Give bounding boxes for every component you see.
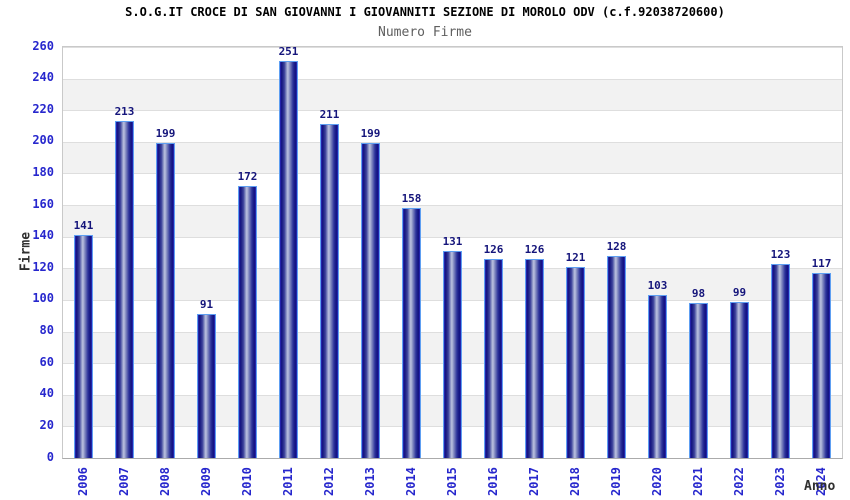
y-tick-label: 260 — [32, 38, 54, 53]
bar-value-label: 141 — [73, 219, 94, 233]
y-tick-label: 80 — [39, 323, 54, 338]
grid-band — [63, 110, 842, 142]
bar-value-label: 99 — [732, 285, 747, 299]
chart-title: S.O.G.IT CROCE DI SAN GIOVANNI I GIOVANN… — [125, 5, 725, 19]
bar — [730, 301, 749, 458]
y-tick-label: 240 — [32, 70, 54, 85]
bar-value-label: 251 — [278, 45, 299, 59]
y-tick-label: 100 — [32, 291, 54, 306]
x-tick-label: 2008 — [157, 467, 172, 496]
y-tick-label: 20 — [39, 417, 54, 432]
bar — [238, 186, 257, 458]
bar-value-label: 126 — [483, 242, 504, 256]
bar — [443, 250, 462, 458]
y-tick-label: 180 — [32, 164, 54, 179]
bar — [771, 263, 790, 458]
bar — [156, 143, 175, 458]
bar-value-label: 117 — [811, 257, 832, 271]
bar — [525, 258, 544, 458]
bar — [402, 208, 421, 458]
y-tick-label: 120 — [32, 259, 54, 274]
y-tick-label: 140 — [32, 228, 54, 243]
x-tick-label: 2010 — [239, 467, 254, 496]
bar — [197, 314, 216, 458]
x-tick-label: 2019 — [608, 467, 623, 496]
y-tick-label: 200 — [32, 133, 54, 148]
bar-value-label: 199 — [360, 127, 381, 141]
x-tick-label: 2016 — [485, 467, 500, 496]
y-tick-label: 40 — [39, 386, 54, 401]
x-tick-label: 2013 — [362, 467, 377, 496]
bar — [484, 258, 503, 458]
x-tick-label: 2017 — [526, 467, 541, 496]
x-tick-label: 2018 — [567, 467, 582, 496]
bar-value-label: 98 — [691, 287, 706, 301]
bar-value-label: 103 — [647, 279, 668, 293]
bar — [115, 121, 134, 458]
bar-value-label: 199 — [155, 127, 176, 141]
x-axis-title: Anno — [804, 479, 836, 494]
x-tick-label: 2020 — [649, 467, 664, 496]
grid-band — [63, 47, 842, 79]
grid-band — [63, 78, 842, 111]
x-tick-label: 2006 — [75, 467, 90, 496]
bar-value-label: 128 — [606, 239, 627, 253]
bar — [689, 303, 708, 458]
bar-value-label: 91 — [199, 298, 214, 312]
y-tick-label: 60 — [39, 354, 54, 369]
plot-area: 141 213 199 91 172 251 211 199 158 131 126 126 121 12… — [62, 45, 843, 459]
bar — [279, 61, 298, 458]
x-tick-label: 2009 — [198, 467, 213, 496]
x-tick-label: 2011 — [280, 467, 295, 496]
bar-value-label: 123 — [770, 247, 791, 261]
y-tick-label: 160 — [32, 196, 54, 211]
bar-value-label: 131 — [442, 234, 463, 248]
y-tick-label: 0 — [46, 449, 54, 464]
x-tick-label: 2015 — [444, 467, 459, 496]
bar — [74, 235, 93, 458]
x-tick-label: 2014 — [403, 467, 418, 496]
bar — [648, 295, 667, 458]
chart-subtitle: Numero Firme — [378, 25, 472, 40]
grid-band — [63, 173, 842, 206]
grid-band — [63, 141, 842, 174]
y-tick-label: 220 — [32, 101, 54, 116]
bar-value-label: 172 — [237, 170, 258, 184]
bar-value-label: 158 — [401, 192, 422, 206]
bar-value-label: 126 — [524, 242, 545, 256]
bar — [361, 143, 380, 458]
x-tick-label: 2007 — [116, 467, 131, 496]
x-tick-label: 2022 — [731, 467, 746, 496]
bar — [566, 266, 585, 458]
x-tick-label: 2023 — [772, 467, 787, 496]
bar — [320, 124, 339, 458]
bar-value-label: 121 — [565, 250, 586, 264]
x-tick-label: 2021 — [690, 467, 705, 496]
x-tick-label: 2012 — [321, 467, 336, 496]
grid-band — [63, 205, 842, 237]
bar-value-label: 211 — [319, 108, 340, 122]
bar-value-label: 213 — [114, 105, 135, 119]
bar — [812, 273, 831, 458]
y-axis-title: Firme — [18, 231, 34, 272]
bar — [607, 255, 626, 458]
